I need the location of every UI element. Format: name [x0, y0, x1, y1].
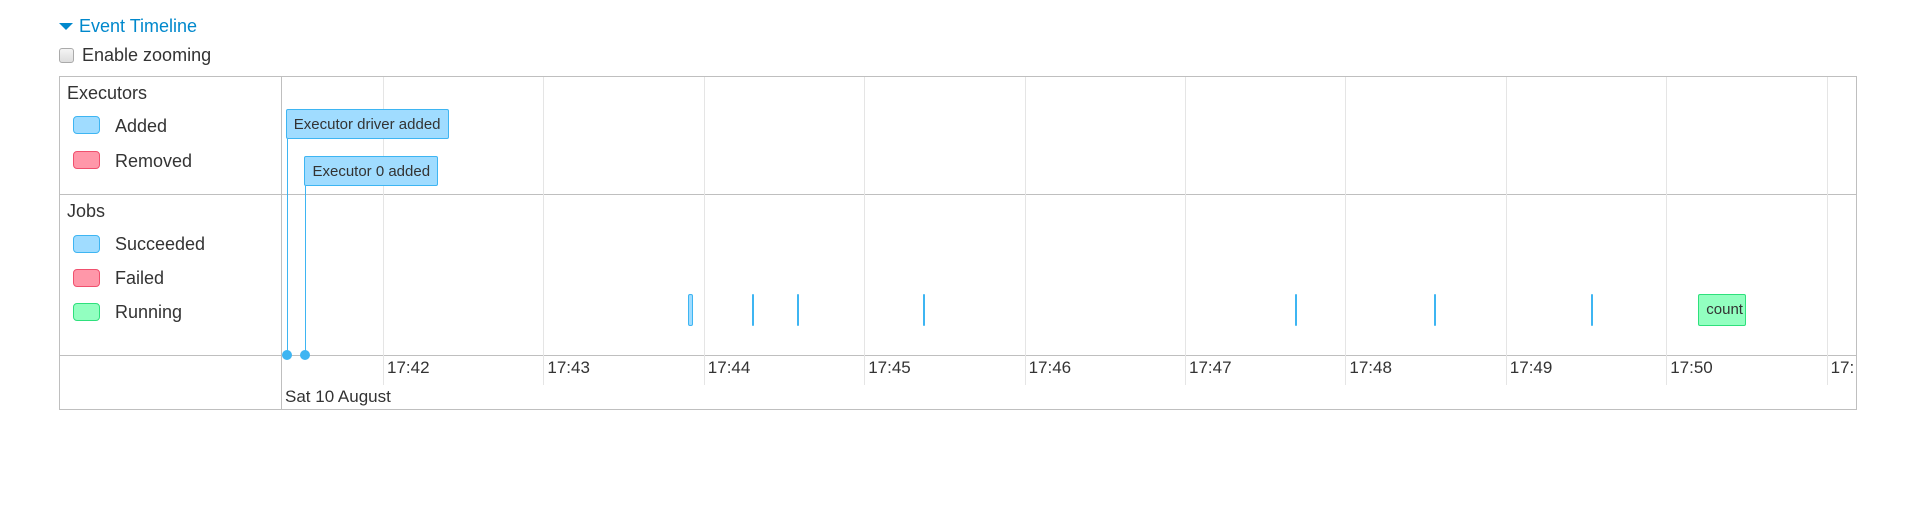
enable-zooming-checkbox[interactable]: [59, 48, 74, 63]
job-succeeded[interactable]: [797, 294, 800, 326]
axis-tick-label: 17:42: [387, 358, 430, 377]
succeeded-swatch: [73, 235, 100, 253]
executor-event-box[interactable]: Executor 0 added: [304, 156, 439, 186]
grid-line: [1024, 77, 1026, 385]
timeline-frame: [59, 76, 1857, 410]
job-running[interactable]: count: [1698, 294, 1747, 326]
job-succeeded[interactable]: [687, 294, 694, 326]
axis-tick-label: 17:45: [868, 358, 911, 377]
failed-swatch: [73, 269, 100, 287]
executor-event-line: [305, 186, 307, 355]
job-succeeded[interactable]: [923, 294, 925, 326]
grid-line: [1345, 77, 1347, 385]
legend-running: Running: [115, 302, 183, 322]
grid-line: [1505, 77, 1507, 385]
executors-group-label: Executors: [67, 83, 148, 103]
axis-tick-label: 17:46: [1028, 358, 1072, 377]
axis-tick-label: 17:50: [1670, 358, 1713, 377]
grid-line: [864, 77, 866, 385]
section-title: Event Timeline: [79, 16, 198, 36]
legend-removed: Removed: [115, 151, 193, 171]
axis-tick-label: 17:44: [707, 358, 751, 377]
legend-divider: [281, 76, 282, 410]
grid-line: [1185, 77, 1186, 385]
executor-event-box[interactable]: Executor driver added: [285, 109, 449, 139]
legend-succeeded: Succeeded: [115, 234, 206, 254]
job-succeeded[interactable]: [1591, 294, 1594, 326]
removed-swatch: [73, 151, 100, 169]
enable-zooming-label: Enable zooming: [82, 45, 212, 65]
executor-event-dot[interactable]: [300, 350, 311, 360]
executor-event-line: [286, 139, 288, 355]
event-timeline-toggle[interactable]: Event Timeline: [59, 16, 197, 37]
executor-event-dot[interactable]: [281, 350, 292, 360]
legend-added: Added: [115, 116, 168, 136]
grid-line: [1826, 77, 1828, 385]
group-divider: [59, 194, 1857, 195]
axis-tick-label: 17:43: [547, 358, 590, 377]
grid-line: [1666, 77, 1668, 385]
enable-zooming-option[interactable]: Enable zooming: [59, 45, 211, 66]
axis-tick-label: 17:51: [1830, 358, 1853, 377]
added-swatch: [73, 116, 100, 134]
grid-line: [383, 77, 384, 385]
axis-tick-label: 17:48: [1349, 358, 1392, 377]
axis-line: [59, 355, 1857, 356]
running-swatch: [73, 303, 100, 321]
legend-failed: Failed: [115, 268, 165, 288]
caret-down-icon: [59, 23, 73, 30]
grid-line: [543, 77, 545, 385]
job-succeeded[interactable]: [1294, 294, 1298, 326]
jobs-group-label: Jobs: [67, 201, 106, 221]
axis-tick-label: 17:47: [1189, 358, 1232, 377]
job-succeeded[interactable]: [751, 294, 754, 326]
job-succeeded[interactable]: [1433, 294, 1436, 326]
grid-line: [703, 77, 705, 385]
axis-tick-label: 17:49: [1509, 358, 1553, 377]
axis-date: Sat 10 August: [285, 387, 391, 406]
